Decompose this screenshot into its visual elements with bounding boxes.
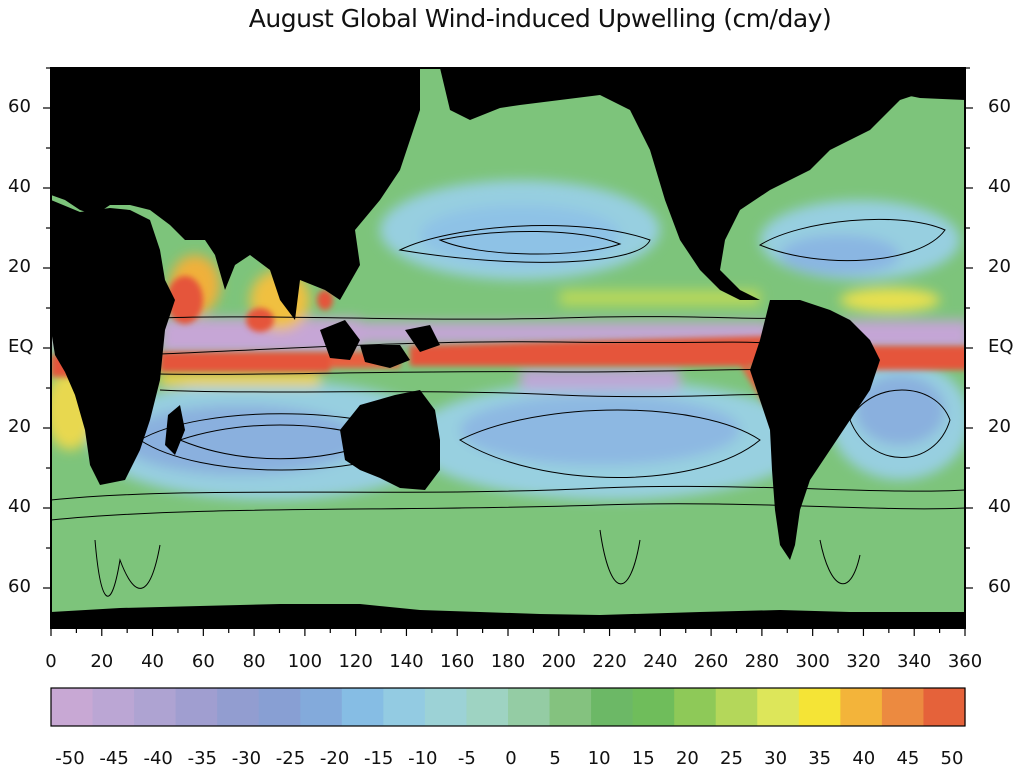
lon-label: 140 — [389, 651, 424, 672]
lon-label: 120 — [338, 651, 373, 672]
colorbar-label: -35 — [187, 748, 217, 769]
colorbar-label: -15 — [363, 748, 394, 769]
colorbar-swatch — [92, 688, 135, 726]
map-field — [51, 68, 965, 628]
colorbar-frame — [50, 687, 966, 727]
colorbar-label: 5 — [549, 748, 561, 769]
lon-label: 40 — [141, 651, 164, 672]
lat-label: 20 — [8, 416, 31, 437]
lon-label: 180 — [490, 651, 526, 672]
colorbar-label: 50 — [940, 748, 964, 769]
colorbar-swatch — [591, 688, 634, 726]
lon-label: 300 — [795, 651, 830, 672]
lon-label: 260 — [693, 651, 729, 672]
colorbar-label: 15 — [631, 748, 655, 769]
lon-label: 200 — [541, 651, 576, 672]
colorbar-swatch — [632, 688, 675, 726]
lon-label: 320 — [846, 651, 881, 672]
colorbar-swatch — [175, 688, 218, 726]
colorbar-swatch — [881, 688, 925, 726]
lon-label: 0 — [45, 651, 57, 672]
colorbar-label: 10 — [587, 748, 611, 769]
lon-label: 160 — [440, 651, 475, 672]
colorbar-swatch — [840, 688, 883, 726]
colorbar-swatch — [51, 688, 94, 726]
colorbar-label: 40 — [852, 748, 876, 769]
lon-label: 20 — [90, 651, 114, 672]
map-title: August Global Wind-induced Upwelling (cm… — [248, 4, 832, 33]
colorbar-label: 45 — [896, 748, 920, 769]
colorbar-label: -20 — [319, 748, 350, 769]
colorbar-swatch — [715, 688, 758, 726]
colorbar-swatch — [466, 688, 509, 726]
colorbar-label: 35 — [808, 748, 832, 769]
lat-label: 60 — [988, 96, 1011, 117]
colorbar-swatch — [798, 688, 841, 726]
contour-lines — [51, 218, 965, 597]
axis-ticks — [43, 67, 973, 636]
lat-label: 20 — [988, 416, 1011, 437]
lat-label: 40 — [8, 176, 31, 197]
lat-label: 60 — [8, 576, 31, 597]
colorbar-swatch — [674, 688, 717, 726]
colorbar-swatch — [134, 688, 177, 726]
lat-label: 20 — [988, 256, 1011, 277]
colorbar — [51, 688, 966, 726]
colorbar-label: -45 — [99, 748, 129, 769]
colorbar-label: 25 — [720, 748, 743, 769]
colorbar-label: 0 — [505, 748, 517, 769]
colorbar-swatch — [258, 688, 301, 726]
lat-label: 40 — [988, 496, 1011, 517]
lon-label: 100 — [287, 651, 323, 672]
colorbar-swatch — [300, 688, 343, 726]
colorbar-swatch — [424, 688, 468, 726]
colorbar-swatch — [508, 688, 551, 726]
colorbar-label: -50 — [55, 748, 85, 769]
lat-label: 40 — [8, 496, 31, 517]
colorbar-label: -5 — [457, 748, 476, 769]
lon-label: 220 — [592, 651, 627, 672]
lat-label: EQ — [988, 336, 1014, 357]
colorbar-swatch — [341, 688, 384, 726]
lat-label: 60 — [988, 576, 1011, 597]
lon-label: 280 — [744, 651, 780, 672]
colorbar-swatch — [757, 688, 800, 726]
colorbar-swatch — [217, 688, 260, 726]
lat-label: 40 — [988, 176, 1011, 197]
colorbar-swatch — [549, 688, 592, 726]
colorbar-label: -10 — [408, 748, 438, 769]
lat-label: 60 — [8, 96, 31, 117]
lon-label: 360 — [947, 651, 983, 672]
lon-label: 340 — [897, 651, 932, 672]
colorbar-label: -40 — [143, 748, 173, 769]
lon-label: 60 — [191, 651, 215, 672]
colorbar-swatch — [923, 688, 966, 726]
colorbar-label: -30 — [231, 748, 262, 769]
colorbar-label: 30 — [764, 748, 788, 769]
lon-label: 240 — [643, 651, 678, 672]
colorbar-swatch — [383, 688, 426, 726]
colorbar-label: 20 — [675, 748, 699, 769]
lat-label: EQ — [8, 336, 34, 357]
lat-label: 20 — [8, 256, 31, 277]
land-masses — [51, 68, 965, 628]
lon-label: 80 — [242, 651, 266, 672]
colorbar-label: -25 — [275, 748, 306, 769]
